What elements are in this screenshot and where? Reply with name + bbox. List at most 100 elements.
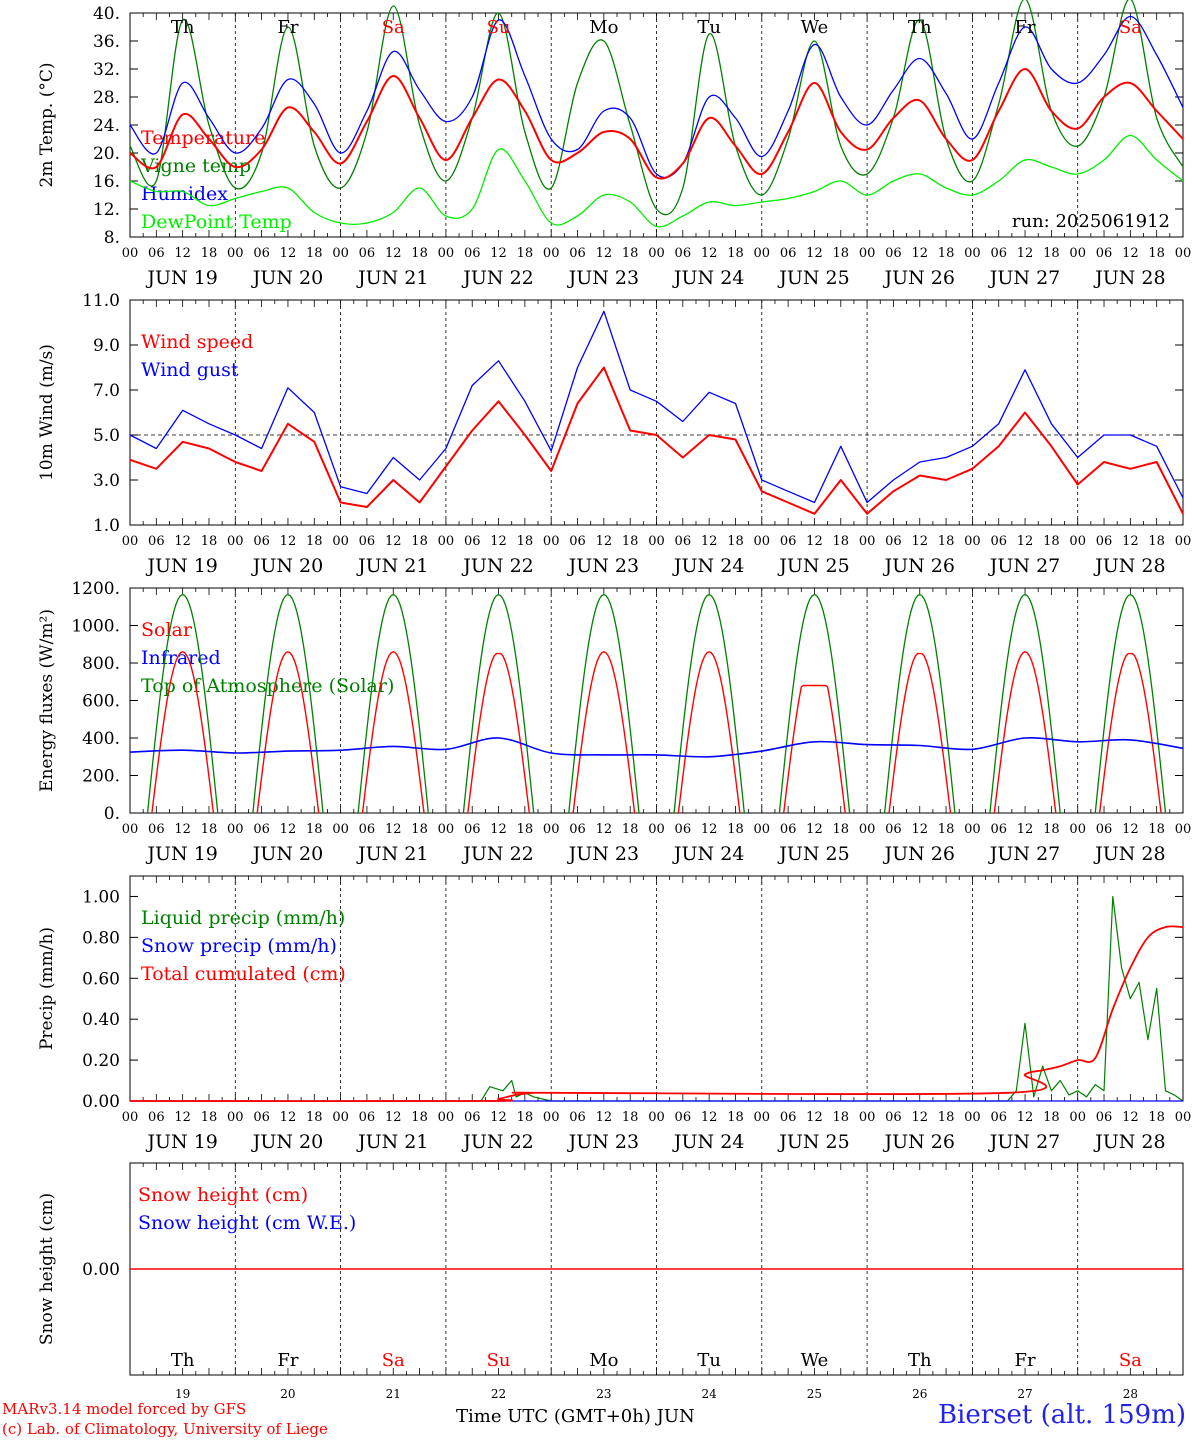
y-tick-label: 36. xyxy=(93,32,120,52)
hour-label: 18 xyxy=(1043,1110,1060,1125)
hour-label: 12 xyxy=(911,246,928,261)
hour-label: 06 xyxy=(885,246,902,261)
hour-label: 00 xyxy=(438,1110,455,1125)
series-line xyxy=(129,0,1184,216)
toa-curve xyxy=(146,593,219,814)
hour-label: 12 xyxy=(385,1110,402,1125)
day-number-label: 20 xyxy=(280,1387,295,1401)
weekday-label: We xyxy=(801,1350,829,1371)
y-tick-label: 12. xyxy=(93,200,120,220)
hour-label: 06 xyxy=(359,1110,376,1125)
hour-label: 18 xyxy=(1043,822,1060,837)
hour-label: 18 xyxy=(622,822,639,837)
hour-label: 00 xyxy=(1069,534,1086,549)
series-line xyxy=(129,737,1184,758)
hour-label: 00 xyxy=(227,246,244,261)
hour-label: 18 xyxy=(306,1110,323,1125)
hour-label: 18 xyxy=(517,246,534,261)
hour-label: 12 xyxy=(490,822,507,837)
hour-label: 18 xyxy=(201,534,218,549)
hour-label: 00 xyxy=(859,534,876,549)
hour-label: 00 xyxy=(122,534,139,549)
solar-curve xyxy=(677,651,741,814)
date-label: JUN 20 xyxy=(251,555,323,577)
date-label: JUN 25 xyxy=(777,1131,849,1153)
hour-label: 06 xyxy=(885,822,902,837)
hour-label: 06 xyxy=(780,1110,797,1125)
y-tick-label: 24. xyxy=(93,116,120,136)
hour-label: 06 xyxy=(885,534,902,549)
series-line xyxy=(129,15,1184,179)
hour-label: 12 xyxy=(806,246,823,261)
hour-label: 18 xyxy=(833,246,850,261)
hour-label: 00 xyxy=(1175,822,1192,837)
solar-curve xyxy=(256,651,320,814)
hour-label: 06 xyxy=(359,246,376,261)
legend-item: Snow height (cm) xyxy=(138,1184,308,1206)
date-label: JUN 27 xyxy=(988,267,1060,289)
hour-label: 12 xyxy=(280,534,297,549)
hour-label: 00 xyxy=(648,246,665,261)
solar-curve xyxy=(1098,652,1162,814)
legend-item: Liquid precip (mm/h) xyxy=(141,907,345,929)
hour-label: 12 xyxy=(1122,246,1139,261)
y-axis-title: 10m Wind (m/s) xyxy=(37,344,57,481)
hour-label: 00 xyxy=(648,822,665,837)
hour-label: 00 xyxy=(754,534,771,549)
hour-label: 18 xyxy=(622,246,639,261)
hour-label: 06 xyxy=(990,1110,1007,1125)
hour-label: 18 xyxy=(201,246,218,261)
y-tick-label: 7.0 xyxy=(93,381,120,401)
hour-label: 12 xyxy=(911,534,928,549)
hour-label: 00 xyxy=(1069,1110,1086,1125)
hour-label: 00 xyxy=(543,246,560,261)
day-number-label: 25 xyxy=(807,1387,822,1401)
date-label: JUN 23 xyxy=(567,267,639,289)
hour-label: 18 xyxy=(727,534,744,549)
hour-label: 06 xyxy=(675,1110,692,1125)
hour-label: 18 xyxy=(938,246,955,261)
date-label: JUN 26 xyxy=(883,555,955,577)
date-label: JUN 23 xyxy=(567,843,639,865)
toa-curve xyxy=(568,593,640,814)
hour-label: 12 xyxy=(596,1110,613,1125)
hour-label: 06 xyxy=(464,822,481,837)
hour-label: 00 xyxy=(332,1110,349,1125)
toa-curve xyxy=(778,593,851,814)
hour-label: 12 xyxy=(174,822,191,837)
hour-label: 12 xyxy=(280,1110,297,1125)
weekday-label: Th xyxy=(171,17,195,38)
hour-label: 06 xyxy=(990,534,1007,549)
weekday-label: Fr xyxy=(1015,17,1036,38)
x-axis-label: Time UTC (GMT+0h) xyxy=(456,1406,651,1427)
hour-label: 06 xyxy=(885,1110,902,1125)
hour-label: 12 xyxy=(701,246,718,261)
date-label: JUN 28 xyxy=(1093,555,1165,577)
hour-label: 12 xyxy=(1122,822,1139,837)
hour-label: 00 xyxy=(332,246,349,261)
y-tick-label: 5.0 xyxy=(93,426,120,446)
solar-curve xyxy=(151,651,215,814)
hour-label: 12 xyxy=(1122,534,1139,549)
hour-label: 18 xyxy=(1148,534,1165,549)
hour-label: 18 xyxy=(622,1110,639,1125)
panel-frame xyxy=(129,587,1184,814)
y-axis-title: Snow height (cm) xyxy=(37,1193,57,1345)
hour-label: 12 xyxy=(385,822,402,837)
series-line xyxy=(129,67,1184,180)
date-label: JUN 19 xyxy=(145,267,217,289)
hour-label: 18 xyxy=(306,534,323,549)
y-axis-title: Energy fluxes (W/m²) xyxy=(37,609,57,792)
hour-label: 12 xyxy=(385,246,402,261)
y-tick-label: 200. xyxy=(82,767,120,787)
legend-item: Vigne temp xyxy=(140,155,251,177)
y-tick-label: 16. xyxy=(93,172,120,192)
hour-label: 18 xyxy=(833,534,850,549)
hour-label: 06 xyxy=(675,822,692,837)
day-number-label: 27 xyxy=(1017,1387,1032,1401)
date-label: JUN 26 xyxy=(883,267,955,289)
hour-label: 00 xyxy=(227,1110,244,1125)
hour-label: 12 xyxy=(701,822,718,837)
hour-label: 00 xyxy=(332,822,349,837)
